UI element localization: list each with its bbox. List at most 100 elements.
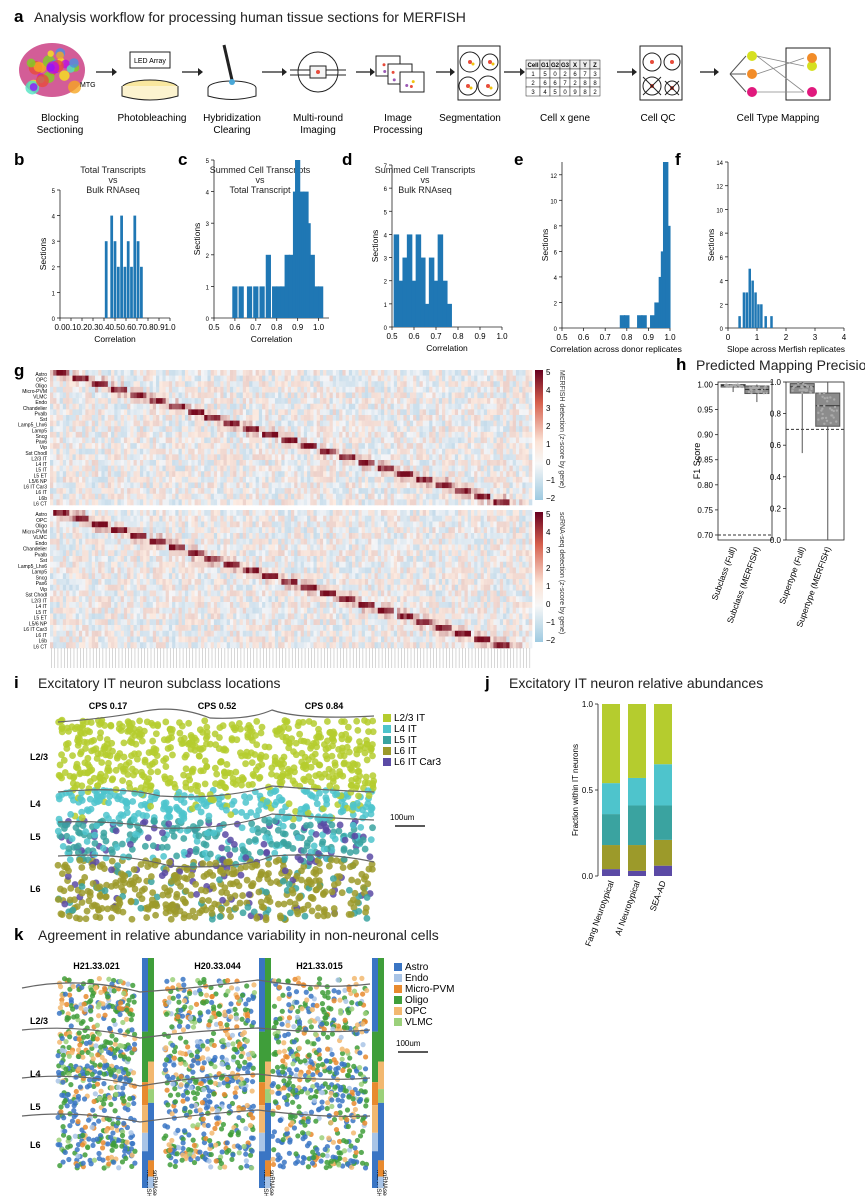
heat-cell: [319, 460, 324, 466]
y-tick-label: 1: [384, 303, 388, 309]
heat-cell: [522, 533, 526, 540]
heat-cell: [323, 499, 327, 506]
heat-cell: [62, 403, 67, 410]
heat-cell: [271, 370, 276, 376]
heat-cell: [393, 460, 398, 466]
heat-cell: [313, 431, 318, 438]
panel-b-title-line1: Total Transcripts: [80, 165, 146, 175]
x-tick-label: 0.3: [87, 323, 99, 332]
heat-cell: [477, 386, 481, 393]
heat-cell: [255, 370, 260, 376]
x-tick-label: 0.9: [292, 323, 304, 332]
heat-cell: [274, 403, 279, 410]
heat-cell: [384, 431, 388, 438]
heat-cell: [380, 448, 385, 455]
heat-cell: [82, 386, 86, 393]
heat-cell: [409, 426, 414, 433]
heat-cell: [146, 426, 150, 433]
x-tick-label: 0.4: [98, 323, 110, 332]
heat-cell: [104, 465, 109, 472]
heat-cell: [139, 454, 144, 461]
heat-cell: [422, 381, 427, 388]
heat-cell: [120, 499, 125, 506]
heat-cell: [133, 386, 138, 393]
heat-cell: [515, 465, 520, 472]
heat-cell: [201, 398, 205, 405]
heat-cell: [528, 488, 533, 495]
heat-cell: [409, 448, 414, 455]
heat-cell: [201, 544, 205, 551]
heat-cell: [528, 499, 533, 506]
heat-cell: [361, 409, 366, 416]
heat-cell: [307, 476, 311, 483]
heat-cell: [152, 515, 157, 522]
heat-cell: [210, 370, 215, 376]
heat-cell: [78, 431, 83, 438]
heat-cell: [62, 437, 67, 444]
heat-cell: [50, 460, 54, 466]
heat-cell: [506, 415, 510, 421]
heat-cell: [223, 538, 228, 545]
heat-cell: [146, 386, 150, 393]
heat-cell: [184, 420, 189, 427]
heat-cell: [470, 482, 475, 489]
heat-cell: [168, 437, 173, 444]
heat-cell: [474, 460, 478, 466]
heat-cell: [397, 499, 401, 506]
heat-cell: [226, 482, 231, 489]
heat-cell: [297, 476, 301, 483]
led-array-box: [129, 51, 171, 69]
heat-cell: [281, 386, 285, 393]
heat-cell: [387, 403, 391, 410]
heat-cell: [342, 465, 346, 472]
heat-cell: [493, 510, 497, 517]
heat-cell: [303, 460, 308, 466]
heat-cell: [358, 533, 362, 540]
heat-cell: [313, 398, 318, 405]
heat-cell: [159, 544, 163, 551]
heat-cell: [480, 426, 485, 433]
heat-cell: [470, 510, 475, 517]
heat-cell: [323, 381, 327, 388]
heat-cell: [229, 533, 234, 540]
heat-cell: [72, 521, 77, 528]
heat-cell: [429, 420, 433, 427]
heat-cell: [62, 409, 67, 416]
heat-cell: [123, 370, 128, 376]
heat-cell: [451, 415, 456, 421]
heat-cell: [159, 370, 163, 376]
heat-cell: [220, 488, 224, 495]
heat-cell: [345, 403, 350, 410]
heat-cell: [143, 448, 147, 455]
heat-cell: [53, 398, 57, 405]
heat-cell: [262, 521, 266, 528]
heat-cell: [152, 437, 157, 444]
heat-cell: [339, 398, 343, 405]
heat-cell: [162, 544, 166, 551]
heat-cell: [188, 533, 192, 540]
x-tick-label: 1.0: [313, 323, 325, 332]
hist-bar: [754, 292, 757, 328]
heat-cell: [380, 521, 385, 528]
heat-cell: [255, 403, 260, 410]
heat-cell: [377, 471, 382, 478]
heat-cell: [438, 443, 443, 450]
heat-cell: [291, 465, 295, 472]
heat-cell: [88, 426, 93, 433]
heat-cell: [101, 375, 105, 382]
heat-cell: [201, 392, 205, 399]
heat-cell: [303, 431, 308, 438]
heat-cell: [387, 392, 391, 399]
heat-cell: [361, 448, 366, 455]
heat-cell: [62, 527, 67, 534]
heat-cell: [503, 381, 507, 388]
heat-cell: [152, 375, 157, 382]
heat-cell: [85, 386, 89, 393]
heat-cell: [101, 521, 105, 528]
heat-cell: [201, 482, 205, 489]
heat-cell: [88, 465, 93, 472]
heat-cell: [525, 493, 530, 500]
heat-cell: [503, 515, 507, 522]
heat-cell: [85, 375, 89, 382]
heat-cell: [477, 403, 481, 410]
